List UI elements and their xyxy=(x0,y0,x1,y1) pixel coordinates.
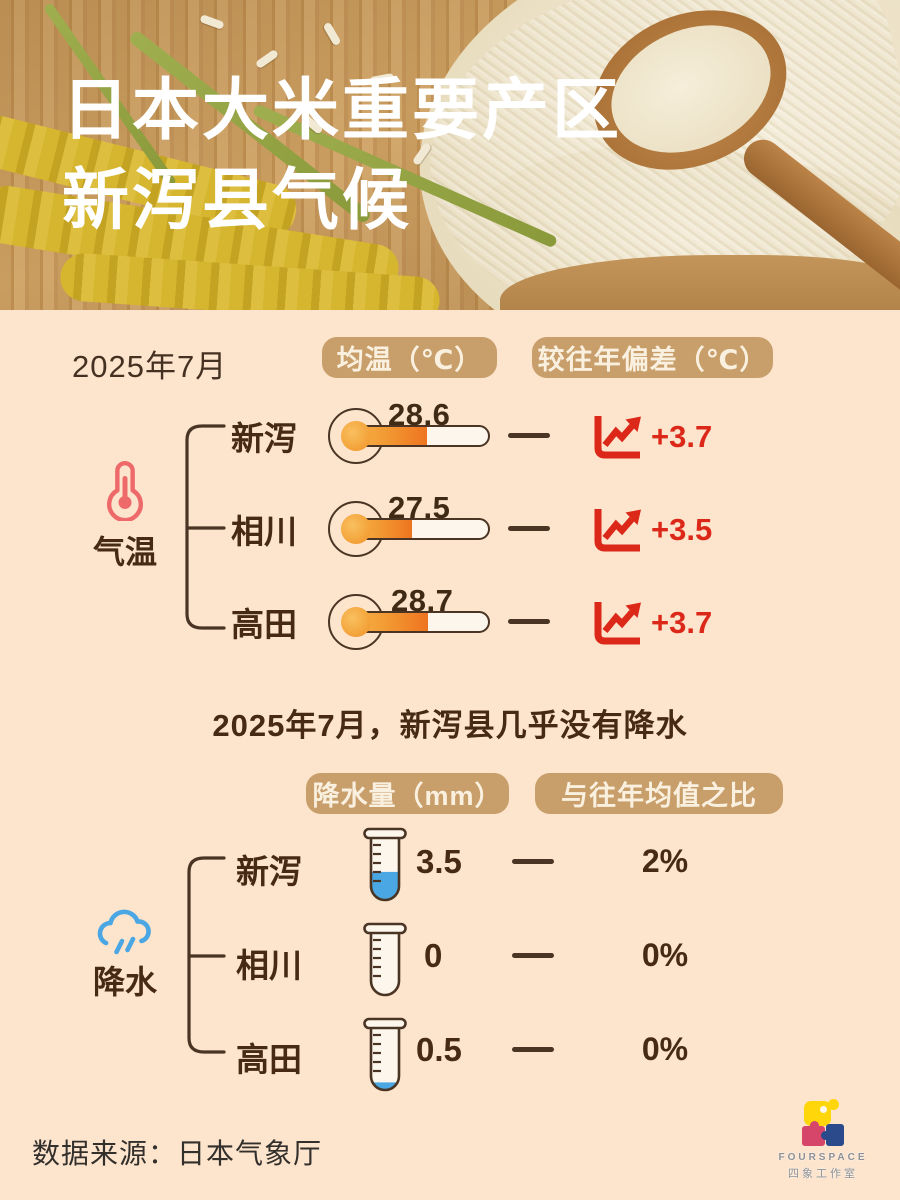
connector-dash xyxy=(508,526,550,531)
precipitation-value: 0.5 xyxy=(416,1031,462,1068)
header-photo: 日本大米重要产区 新泻县气候 xyxy=(0,0,900,310)
rain-row-name: 高田 xyxy=(236,1041,302,1078)
trend-up-icon xyxy=(594,509,641,552)
connector-dash xyxy=(512,953,554,958)
logo-name: FOURSPACE xyxy=(778,1152,868,1163)
connector-dash xyxy=(512,859,554,864)
precipitation-value: 3.5 xyxy=(416,843,462,880)
temp-row-name: 新泻 xyxy=(231,420,297,457)
temperature-group-label: 气温 xyxy=(92,534,157,570)
connector-dash xyxy=(508,433,550,438)
temp-row-name: 高田 xyxy=(231,606,297,643)
rain-row-name: 相川 xyxy=(236,947,302,984)
puzzle-piece-red xyxy=(802,1126,825,1146)
column-header-ratio: 与往年均值之比 xyxy=(535,773,783,814)
puzzle-knob xyxy=(810,1121,819,1130)
date-label: 2025年7月 xyxy=(72,349,228,384)
connector-dash xyxy=(512,1047,554,1052)
temp-deviation-value: +3.7 xyxy=(651,605,713,640)
puzzle-knob xyxy=(821,1131,830,1140)
column-header-avg-temp: 均温（℃） xyxy=(322,337,497,378)
ratio-value: 0% xyxy=(641,937,689,973)
ratio-value: 2% xyxy=(641,843,689,879)
temp-row-name: 相川 xyxy=(231,513,297,550)
avg-temp-value: 28.7 xyxy=(391,583,454,618)
thermometer-bulb xyxy=(341,421,371,451)
precipitation-value: 0 xyxy=(424,937,443,974)
thermometer-bulb xyxy=(341,607,371,637)
ratio-value: 0% xyxy=(641,1031,689,1067)
avg-temp-value: 27.5 xyxy=(388,490,451,525)
connector-dash xyxy=(508,619,550,624)
tube-fill xyxy=(371,1082,399,1090)
test-tube xyxy=(363,922,407,997)
temp-deviation-value: +3.5 xyxy=(651,512,713,547)
puzzle-logo-icon xyxy=(801,1099,845,1148)
page-title: 日本大米重要产区 新泻县气候 xyxy=(62,66,822,246)
thermometer-fill xyxy=(352,427,427,445)
middle-note: 2025年7月，新泻县几乎没有降水 xyxy=(212,708,688,743)
column-header-temp-deviation: 较往年偏差（℃） xyxy=(532,337,773,378)
thermometer-tube xyxy=(350,611,490,633)
thermometer-bulb xyxy=(341,514,371,544)
page-title-line2: 新泻县气候 xyxy=(62,163,412,238)
test-tube xyxy=(363,827,407,902)
fourspace-logo: FOURSPACE 四象工作室 xyxy=(768,1099,878,1181)
column-header-precipitation: 降水量（mm） xyxy=(306,773,509,814)
avg-temp-value: 28.6 xyxy=(388,397,451,432)
puzzle-eye xyxy=(820,1106,827,1113)
rain-group-label: 降水 xyxy=(92,964,157,1000)
trend-up-icon xyxy=(594,602,641,645)
puzzle-piece-blue xyxy=(826,1124,844,1146)
logo-subtitle: 四象工作室 xyxy=(788,1168,858,1180)
puzzle-ear xyxy=(828,1099,839,1110)
trend-up-icon xyxy=(594,416,641,459)
page-title-line1: 日本大米重要产区 xyxy=(62,73,622,148)
temp-deviation-value: +3.7 xyxy=(651,419,713,454)
rain-cloud-icon xyxy=(97,909,151,955)
data-source: 数据来源：日本气象厅 xyxy=(32,1138,323,1169)
thermometer-fill xyxy=(352,613,429,631)
rain-row-name: 新泻 xyxy=(236,853,302,890)
thermometer-icon xyxy=(107,461,143,521)
test-tube xyxy=(363,1017,407,1092)
